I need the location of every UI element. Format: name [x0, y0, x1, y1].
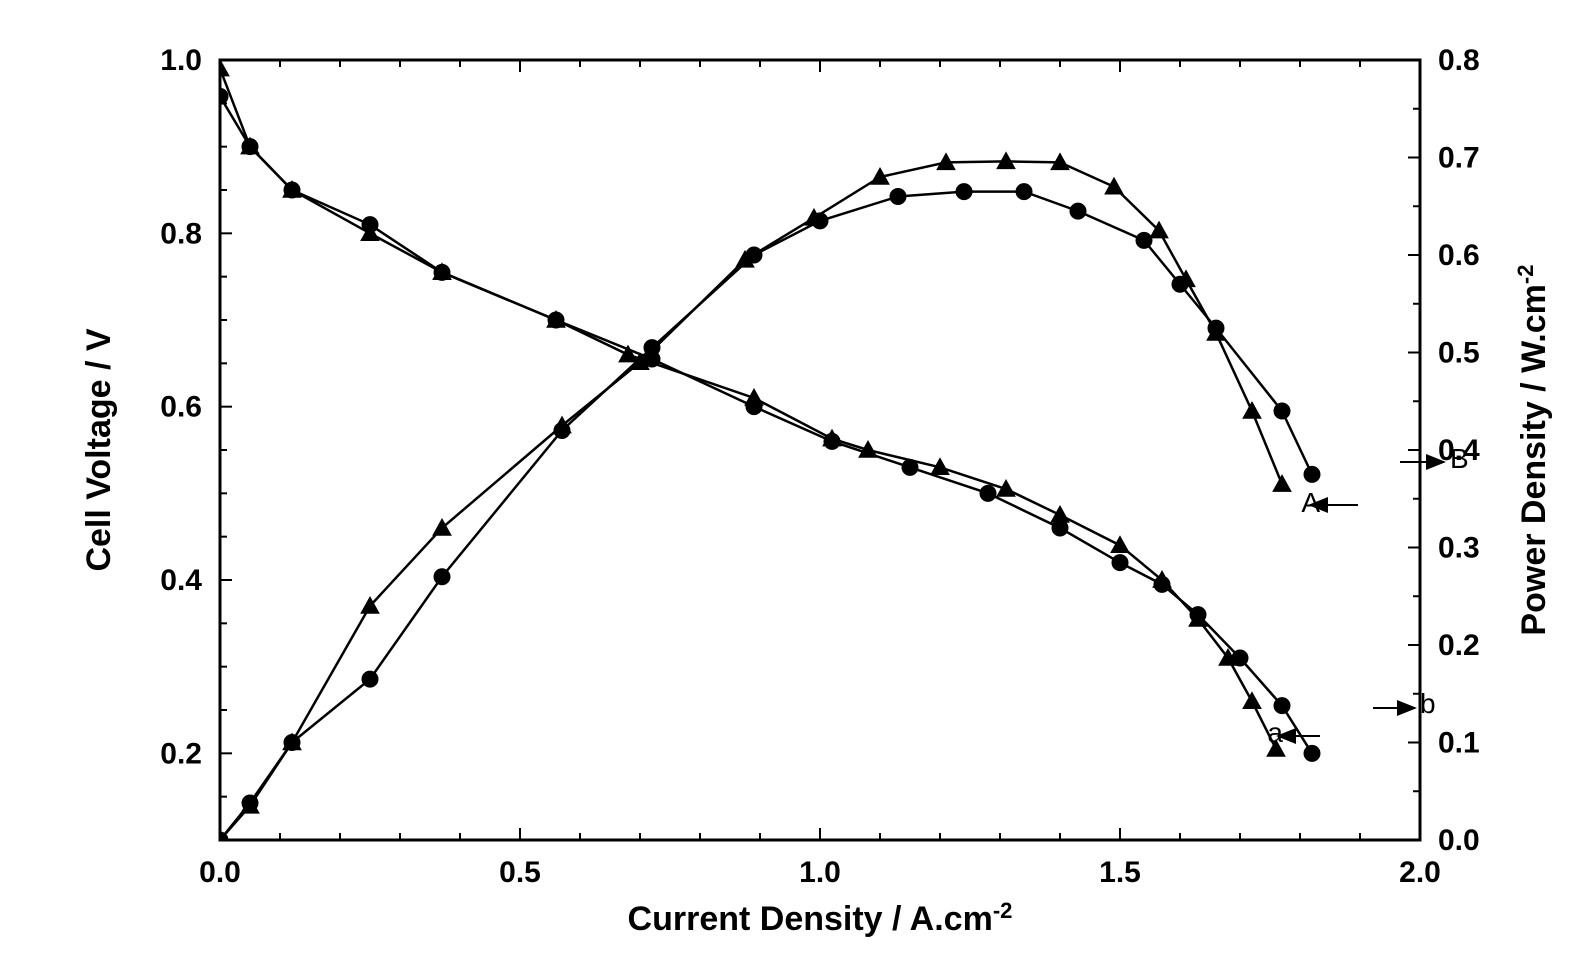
- marker-circle: [812, 213, 828, 229]
- marker-circle: [1172, 276, 1188, 292]
- marker-circle: [1274, 403, 1290, 419]
- marker-circle: [242, 139, 258, 155]
- series-line-voltage-b: [220, 96, 1312, 753]
- marker-circle: [1274, 698, 1290, 714]
- marker-triangle: [1243, 692, 1261, 708]
- chart-container: 0.0 0.5 1.0 1.5 2.0 0.2 0.4 0.6 0.8 1.0 0.0 0.1 0.2 0…: [0, 0, 1593, 978]
- marker-circle: [362, 671, 378, 687]
- x-tick-label: 2.0: [1399, 856, 1441, 889]
- y-right-tick-label: 0.7: [1438, 142, 1480, 175]
- marker-circle: [554, 423, 570, 439]
- y-right-tick-label: 0.3: [1438, 532, 1480, 565]
- marker-circle: [284, 735, 300, 751]
- marker-circle: [980, 485, 996, 501]
- marker-circle: [1136, 232, 1152, 248]
- marker-circle: [434, 569, 450, 585]
- y-right-tick-label: 0.1: [1438, 727, 1480, 760]
- marker-circle: [1304, 745, 1320, 761]
- annotation-label: a: [1267, 717, 1283, 748]
- x-tick-label: 0.5: [499, 856, 541, 889]
- svg-text:Current Density / A.cm-2: Current Density / A.cm-2: [628, 898, 1013, 939]
- marker-circle: [212, 88, 228, 104]
- y-right-axis-label: Power Density / W.cm-2: [1513, 264, 1554, 635]
- y-left-tick-label: 0.2: [160, 737, 202, 770]
- chart-svg: 0.0 0.5 1.0 1.5 2.0 0.2 0.4 0.6 0.8 1.0 0.0 0.1 0.2 0…: [0, 0, 1593, 978]
- y-right-tick-label: 0.6: [1438, 239, 1480, 272]
- marker-circle: [1208, 320, 1224, 336]
- y-left-tick-label: 0.8: [160, 217, 202, 250]
- marker-circle: [212, 832, 228, 848]
- y-left-axis-label: Cell Voltage / V: [80, 328, 118, 571]
- marker-triangle: [1111, 536, 1129, 552]
- y-right-tick-label: 0.2: [1438, 629, 1480, 662]
- annotation-label: B: [1450, 443, 1469, 474]
- marker-triangle: [1243, 402, 1261, 418]
- marker-triangle: [1105, 178, 1123, 194]
- marker-circle: [956, 184, 972, 200]
- marker-circle: [362, 217, 378, 233]
- y-left-tick-label: 0.6: [160, 391, 202, 424]
- plot-border: [220, 60, 1420, 840]
- y-left-tick-label: 0.4: [160, 564, 202, 597]
- marker-circle: [824, 433, 840, 449]
- annotation-label: A: [1301, 487, 1320, 518]
- marker-circle: [1112, 555, 1128, 571]
- x-tick-label: 0.0: [199, 856, 241, 889]
- marker-circle: [284, 182, 300, 198]
- marker-circle: [548, 312, 564, 328]
- x-tick-label: 1.0: [799, 856, 841, 889]
- marker-circle: [890, 189, 906, 205]
- marker-circle: [746, 399, 762, 415]
- marker-circle: [1070, 203, 1086, 219]
- x-tick-label: 1.5: [1099, 856, 1141, 889]
- marker-circle: [746, 247, 762, 263]
- marker-circle: [1190, 607, 1206, 623]
- y-right-tick-label: 0.8: [1438, 44, 1480, 77]
- y-right-tick-label: 0.0: [1438, 824, 1480, 857]
- marker-circle: [1016, 184, 1032, 200]
- marker-circle: [1154, 576, 1170, 592]
- x-axis-label: Current Density / A.cm-2: [628, 898, 1013, 939]
- marker-circle: [434, 264, 450, 280]
- marker-circle: [1052, 520, 1068, 536]
- y-left-tick-label: 1.0: [160, 44, 202, 77]
- series-line-power-B: [220, 192, 1312, 840]
- marker-triangle: [1273, 475, 1291, 491]
- marker-triangle: [211, 60, 229, 76]
- marker-circle: [644, 340, 660, 356]
- marker-circle: [1304, 466, 1320, 482]
- marker-circle: [1232, 650, 1248, 666]
- y-right-tick-label: 0.5: [1438, 337, 1480, 370]
- marker-circle: [242, 795, 258, 811]
- annotation-label: b: [1420, 688, 1436, 719]
- marker-circle: [902, 459, 918, 475]
